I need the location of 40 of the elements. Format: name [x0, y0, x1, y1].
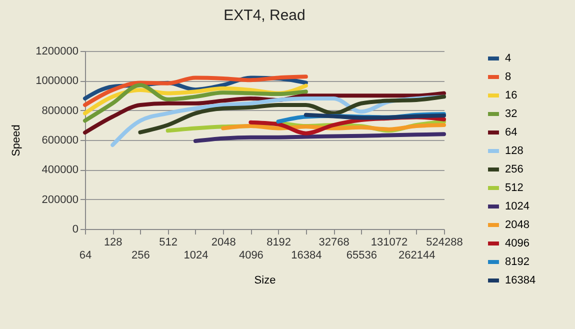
y-tick-label: 0 [72, 224, 78, 236]
y-tick-label: 1200000 [36, 46, 78, 58]
legend-label: 16 [505, 90, 518, 102]
chart-title: EXT4, Read [224, 7, 306, 24]
x-tick-label: 512 [159, 236, 178, 248]
x-tick-label: 16384 [291, 250, 322, 262]
x-tick-label: 128 [104, 236, 122, 248]
x-tick-label: 131072 [370, 236, 408, 248]
legend-label: 8 [505, 71, 512, 83]
y-tick-label: 800000 [42, 104, 78, 117]
y-axis-title: Speed [10, 124, 23, 156]
legend-label: 2048 [505, 219, 530, 231]
legend-label: 4 [505, 52, 512, 64]
line-series [83, 83, 308, 123]
y-tick-label: 1000000 [36, 75, 78, 88]
x-tick-label: 65536 [346, 250, 377, 262]
line-series [83, 74, 308, 107]
line-series [83, 91, 446, 135]
x-tick-label: 524288 [426, 236, 463, 248]
x-axis-title: Size [254, 274, 276, 286]
x-tick-label: 1024 [184, 250, 208, 262]
x-tick-label: 256 [132, 250, 150, 262]
legend-label: 64 [505, 126, 518, 138]
line-series [193, 132, 446, 144]
legend-label: 16384 [505, 274, 536, 286]
legend-label: 512 [505, 182, 524, 194]
x-tick-label: 4096 [238, 250, 264, 262]
x-tick-label: 32768 [318, 236, 350, 248]
x-tick-label: 64 [79, 250, 92, 262]
y-tick-label: 400000 [42, 164, 78, 176]
legend-label: 128 [505, 145, 524, 157]
x-tick-label: 8192 [266, 236, 292, 248]
legend-label: 256 [505, 164, 524, 176]
line-series [138, 94, 446, 134]
y-tick-label: 600000 [42, 134, 78, 146]
x-tick-label: 262144 [398, 250, 436, 262]
y-tick-label: 200000 [42, 194, 78, 206]
x-tick-label: 2048 [211, 236, 236, 248]
legend-label: 1024 [505, 200, 530, 212]
legend-label: 32 [505, 108, 518, 120]
